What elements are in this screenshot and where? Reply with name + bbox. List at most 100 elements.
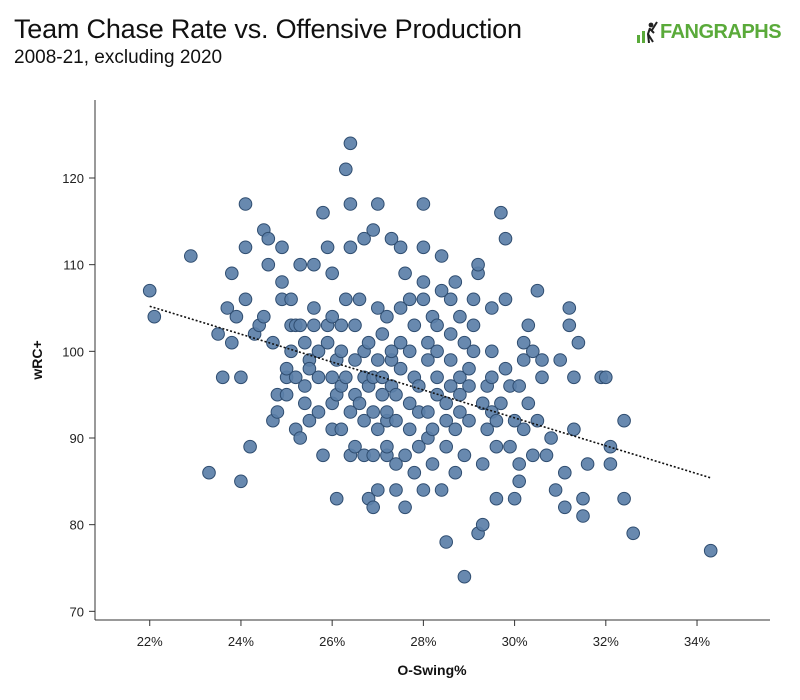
data-point [325,309,340,324]
data-point [530,413,545,428]
data-point [361,335,376,350]
data-point [371,353,385,367]
data-point [288,370,303,385]
data-point [516,353,531,367]
data-point [298,335,312,350]
data-point [384,344,399,359]
data-point [398,266,412,281]
data-point [334,422,349,437]
data-point [439,413,454,428]
batter-icon [637,21,658,43]
data-point [234,474,248,489]
data-point [215,370,230,385]
data-point [576,509,590,523]
x-ticks: 22% 24% 26% 28% 30% 32% 34% [137,620,710,649]
data-point [348,353,362,367]
data-point [380,309,394,324]
y-tick-label: 70 [70,604,84,619]
data-point [530,283,545,298]
data-point [434,283,449,298]
data-point [416,197,431,211]
y-tick-label: 110 [63,258,84,273]
x-tick-label: 32% [593,634,619,649]
data-point [320,335,335,350]
data-point [238,197,253,211]
data-point [225,335,239,350]
data-point [238,292,253,307]
data-point [284,292,298,307]
data-point [462,413,476,428]
data-point [562,318,577,333]
axes [94,100,770,621]
data-point [443,379,458,393]
data-point [558,465,572,480]
data-point [471,257,485,272]
data-point [211,327,225,341]
data-point [466,344,481,359]
data-point [539,448,554,463]
data-point [421,335,435,350]
data-point [293,257,308,272]
data-point [384,231,399,246]
data-point [521,396,536,411]
data-point [302,361,317,376]
data-point [389,387,403,402]
data-point [494,205,508,220]
data-point [311,370,326,385]
data-point [439,396,454,411]
data-point [279,387,294,402]
data-point [339,370,353,385]
x-tick-label: 30% [502,634,528,649]
data-point [234,370,248,385]
data-point [393,335,408,350]
data-point [343,405,358,419]
data-point [544,431,558,445]
data-point [225,266,239,281]
data-point [407,465,422,480]
data-point [439,439,454,454]
fangraphs-logo: FANGRAPHS [636,20,782,44]
data-point [316,448,330,463]
data-point [307,257,321,272]
data-point [562,301,577,315]
data-point [507,413,522,428]
x-tick-label: 24% [228,634,254,649]
data-point [398,448,412,463]
data-point [142,283,157,298]
data-point [485,344,499,359]
y-axis-title: wRC+ [29,340,45,380]
data-point [567,422,581,437]
y-tick-label: 120 [62,171,84,186]
data-point [576,491,590,506]
data-point [257,309,271,324]
data-point [366,405,381,419]
data-point [416,240,431,255]
data-point [380,405,394,419]
data-point [516,422,531,437]
data-point [334,344,349,359]
data-point [448,422,463,437]
data-point [430,344,444,359]
data-point [526,448,540,463]
data-point [421,405,435,419]
data-point [466,318,481,333]
chart-title: Team Chase Rate vs. Offensive Production [14,14,522,44]
data-point [617,491,631,506]
data-point [389,483,403,497]
data-point [466,292,481,307]
data-point [339,162,353,177]
data-point [298,379,312,393]
data-point [202,465,216,480]
data-point [402,396,417,411]
data-point [512,474,527,489]
y-tick-label: 100 [62,344,84,359]
data-point [261,231,276,246]
data-point [393,301,408,315]
data-point [453,405,467,419]
data-point [375,327,390,341]
data-point [402,344,417,359]
data-point [475,457,490,471]
x-tick-label: 28% [410,634,436,649]
data-point [348,318,362,333]
